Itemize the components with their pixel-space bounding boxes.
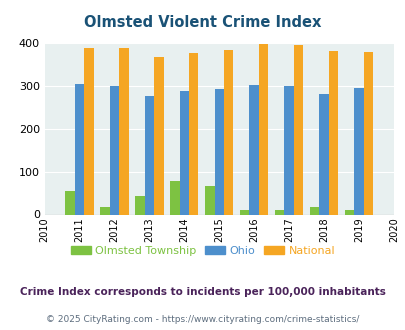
Bar <box>109 86 119 214</box>
Bar <box>214 89 224 214</box>
Bar <box>328 51 337 214</box>
Bar <box>309 207 318 214</box>
Bar <box>135 196 144 214</box>
Bar <box>239 210 249 214</box>
Bar <box>65 191 75 214</box>
Text: Olmsted Violent Crime Index: Olmsted Violent Crime Index <box>84 15 321 30</box>
Legend: Olmsted Township, Ohio, National: Olmsted Township, Ohio, National <box>66 241 339 260</box>
Text: Crime Index corresponds to incidents per 100,000 inhabitants: Crime Index corresponds to incidents per… <box>20 287 385 297</box>
Bar <box>84 49 94 214</box>
Bar <box>318 94 328 214</box>
Bar <box>154 57 163 214</box>
Bar <box>363 52 372 214</box>
Bar <box>179 91 189 214</box>
Bar <box>258 44 268 214</box>
Bar <box>170 182 179 215</box>
Bar <box>344 210 353 214</box>
Bar <box>249 85 258 214</box>
Bar <box>224 50 233 214</box>
Bar <box>119 49 128 214</box>
Bar <box>75 83 84 214</box>
Bar <box>144 96 154 214</box>
Bar <box>293 46 303 214</box>
Bar <box>274 210 283 214</box>
Bar <box>353 88 363 214</box>
Bar <box>284 86 293 214</box>
Bar <box>189 53 198 214</box>
Text: © 2025 CityRating.com - https://www.cityrating.com/crime-statistics/: © 2025 CityRating.com - https://www.city… <box>46 315 359 324</box>
Bar <box>205 186 214 215</box>
Bar <box>100 207 109 214</box>
